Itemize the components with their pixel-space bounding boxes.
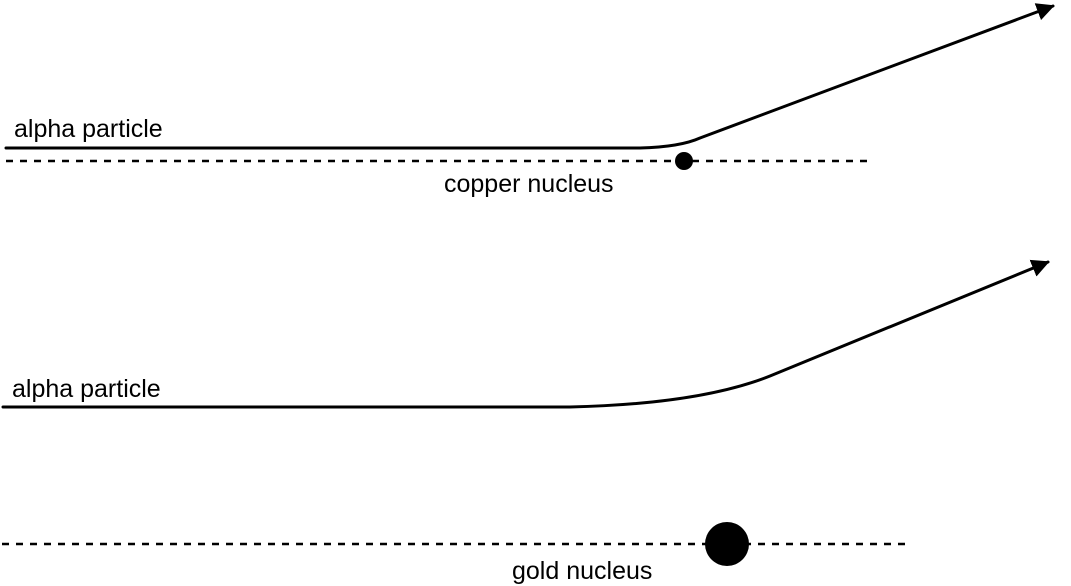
copper-nucleus-label: copper nucleus [444,170,614,198]
gold-alpha-trajectory [1,259,1050,409]
copper-nucleus-dot [675,152,693,170]
gold-nucleus-label: gold nucleus [512,557,652,585]
gold-panel: alpha particle gold nucleus [1,259,1050,585]
gold-nucleus-dot [705,522,749,566]
copper-panel: alpha particle copper nucleus [4,3,1055,198]
gold-alpha-particle-label: alpha particle [12,375,161,403]
copper-alpha-trajectory [4,3,1055,150]
copper-alpha-particle-label: alpha particle [14,115,163,143]
